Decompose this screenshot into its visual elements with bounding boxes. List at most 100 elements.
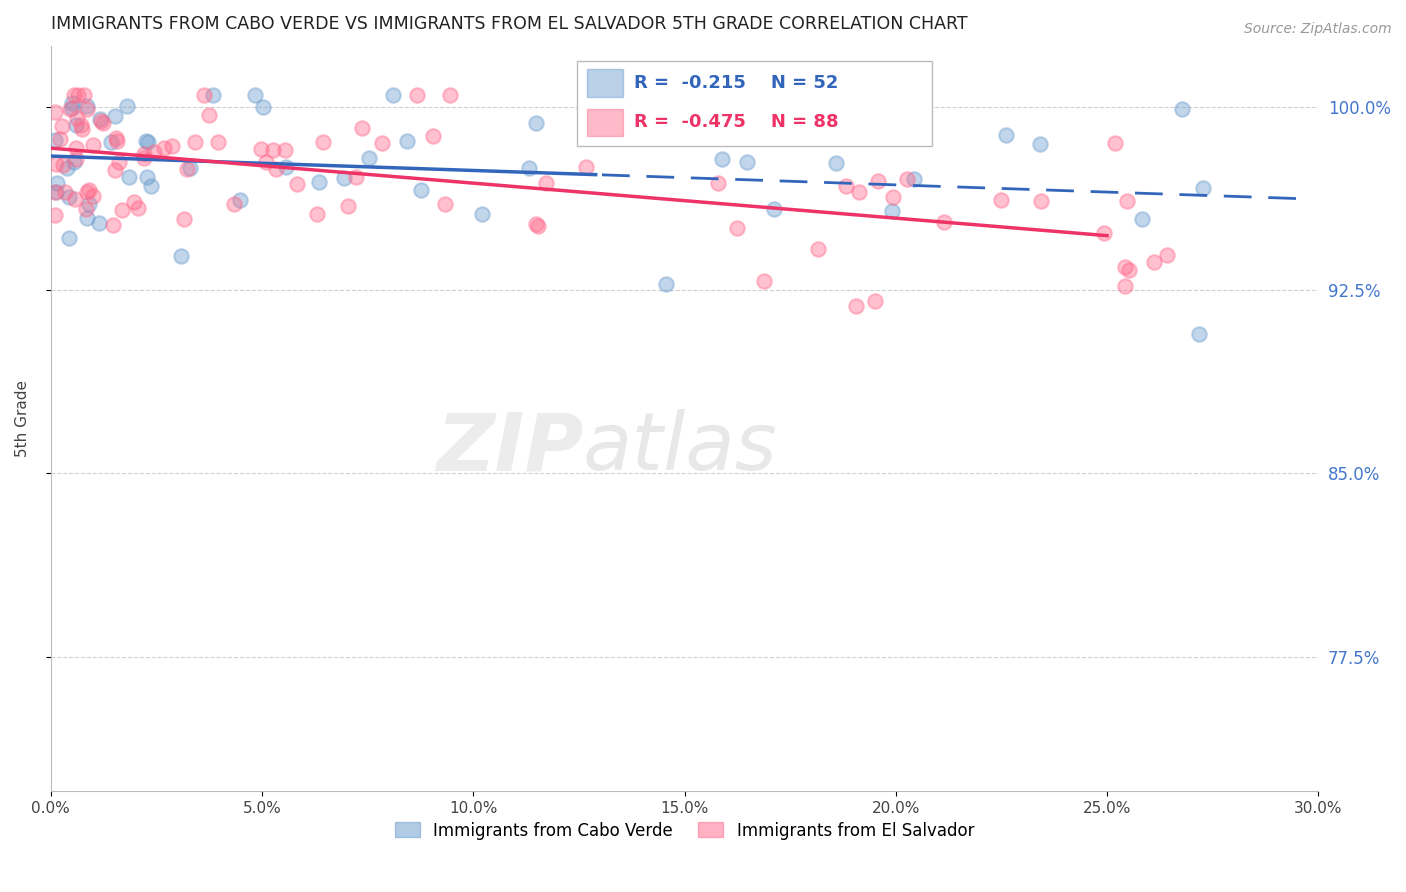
Text: ZIP: ZIP <box>436 409 583 487</box>
Point <box>305 207 328 221</box>
Point <box>252 100 274 114</box>
Point <box>184 136 207 150</box>
Point <box>104 163 127 178</box>
Point <box>934 215 956 229</box>
Point <box>434 197 457 211</box>
Point <box>824 155 846 169</box>
Point <box>111 202 134 217</box>
Point <box>405 87 427 102</box>
Point <box>127 201 149 215</box>
Point <box>1143 254 1166 268</box>
Point <box>73 87 96 102</box>
Point <box>46 176 69 190</box>
Point <box>896 172 918 186</box>
Point <box>527 219 550 233</box>
Point <box>396 134 419 148</box>
Point <box>108 155 131 169</box>
Point <box>845 299 868 313</box>
Point <box>65 152 87 166</box>
Point <box>75 202 97 216</box>
Point <box>710 152 733 166</box>
Point <box>524 116 547 130</box>
Point <box>76 186 98 200</box>
Text: Source: ZipAtlas.com: Source: ZipAtlas.com <box>1244 22 1392 37</box>
Point <box>176 162 198 177</box>
Point <box>1028 137 1050 152</box>
Point <box>256 155 278 169</box>
Point <box>115 99 138 113</box>
Point <box>160 139 183 153</box>
Point <box>132 147 155 161</box>
Point <box>136 169 159 184</box>
Point <box>76 99 98 113</box>
Point <box>763 202 786 216</box>
Point <box>752 274 775 288</box>
Point <box>118 169 141 184</box>
Point <box>143 145 166 160</box>
Point <box>994 128 1017 143</box>
Point <box>48 131 70 145</box>
Point <box>332 171 354 186</box>
Point <box>76 211 98 226</box>
Point <box>274 160 297 174</box>
Point <box>59 102 82 116</box>
Point <box>357 151 380 165</box>
Point <box>70 118 93 132</box>
Point <box>63 87 86 102</box>
Point <box>55 161 77 175</box>
Y-axis label: 5th Grade: 5th Grade <box>15 380 30 457</box>
Point <box>707 177 730 191</box>
Point <box>1192 181 1215 195</box>
Point <box>58 190 80 204</box>
Point <box>60 95 83 110</box>
Point <box>77 197 100 211</box>
Point <box>104 109 127 123</box>
Point <box>274 143 297 157</box>
Point <box>207 135 229 149</box>
Point <box>51 119 73 133</box>
Point <box>60 101 83 115</box>
Point <box>381 87 404 102</box>
Point <box>1114 278 1136 293</box>
Point <box>287 177 309 191</box>
Point <box>536 176 558 190</box>
Point <box>835 179 858 194</box>
Point <box>77 183 100 197</box>
Point <box>868 173 890 187</box>
Point <box>170 249 193 263</box>
Point <box>308 175 330 189</box>
Point <box>1118 263 1140 277</box>
Point <box>90 114 112 128</box>
Point <box>82 189 104 203</box>
Point <box>82 137 104 152</box>
Point <box>198 108 221 122</box>
Point <box>58 230 80 244</box>
Point <box>1115 194 1137 208</box>
Point <box>1156 248 1178 262</box>
Point <box>243 87 266 102</box>
Point <box>103 219 125 233</box>
Point <box>439 87 461 102</box>
Point <box>134 152 156 166</box>
Point <box>179 161 201 175</box>
Point <box>262 144 284 158</box>
Point <box>1114 260 1136 274</box>
Point <box>122 194 145 209</box>
Point <box>524 217 547 231</box>
Point <box>152 140 174 154</box>
Point <box>863 293 886 308</box>
Point <box>139 179 162 194</box>
Point <box>264 161 287 176</box>
Point <box>76 102 98 116</box>
Point <box>337 199 360 213</box>
Point <box>70 121 93 136</box>
Point <box>517 161 540 175</box>
Point <box>202 87 225 102</box>
Point <box>173 212 195 227</box>
Point <box>344 170 367 185</box>
Point <box>65 141 87 155</box>
Point <box>1171 102 1194 116</box>
Text: IMMIGRANTS FROM CABO VERDE VS IMMIGRANTS FROM EL SALVADOR 5TH GRADE CORRELATION : IMMIGRANTS FROM CABO VERDE VS IMMIGRANTS… <box>51 15 967 33</box>
Point <box>44 208 66 222</box>
Point <box>575 160 598 174</box>
